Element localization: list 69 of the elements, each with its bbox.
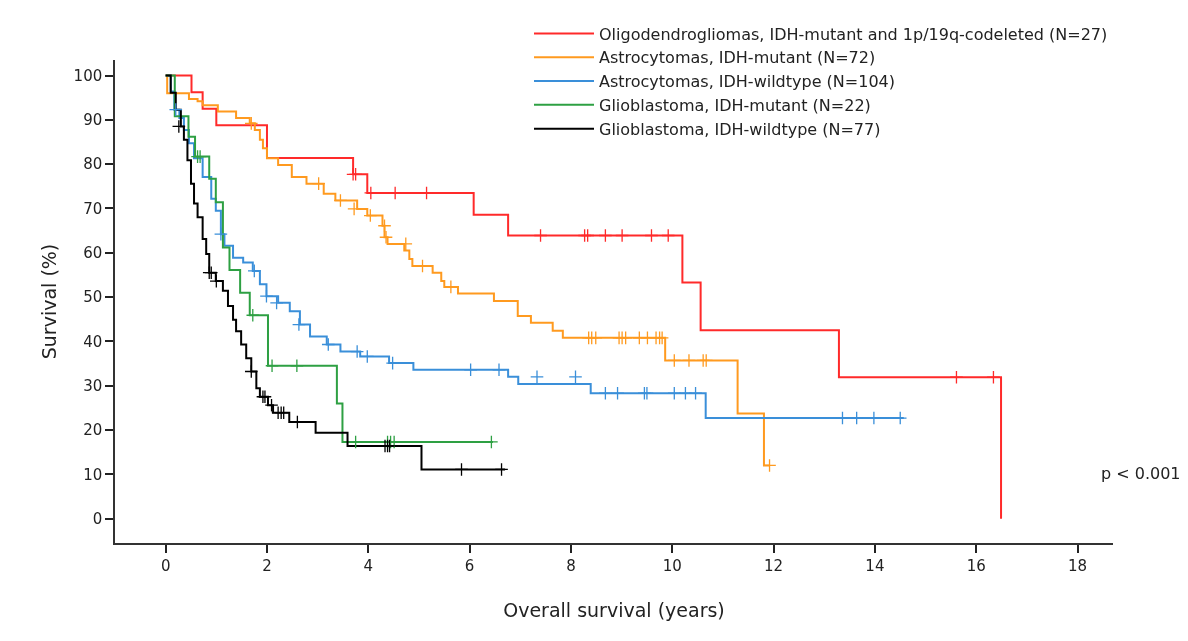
- annotation: p < 0.001: [1101, 464, 1181, 483]
- point: [289, 358, 304, 373]
- y-tick-label: 90: [83, 111, 103, 130]
- point: [259, 289, 274, 304]
- y-tick-label: 70: [83, 199, 103, 218]
- point: [615, 228, 630, 243]
- y-tick-label: 10: [83, 465, 103, 484]
- legend-label: Glioblastoma, IDH-mutant (N=22): [599, 96, 871, 116]
- y-tick-label: 0: [92, 509, 103, 528]
- point: [244, 116, 259, 131]
- y-tick-label: 100: [73, 66, 103, 85]
- point: [588, 330, 603, 345]
- point: [245, 308, 260, 323]
- y-tick-label: 60: [83, 244, 103, 263]
- point: [667, 386, 682, 401]
- point: [171, 119, 186, 134]
- x-tick-label: 8: [566, 556, 576, 575]
- point: [213, 227, 228, 242]
- x-tick-label: 0: [160, 556, 171, 575]
- x-tick-label: 18: [1067, 556, 1088, 575]
- y-tick-label: 80: [83, 155, 103, 174]
- legend-label: Oligodendrogliomas, IDH-mutant and 1p/19q-codeleted (N=27): [599, 24, 1108, 44]
- point: [688, 386, 703, 401]
- point: [598, 386, 613, 401]
- point: [463, 362, 478, 377]
- point: [667, 353, 682, 368]
- point: [168, 102, 183, 117]
- point: [360, 349, 375, 364]
- point: [682, 353, 696, 368]
- point: [379, 230, 393, 245]
- point: [610, 386, 625, 401]
- y-tick-label: 40: [83, 332, 103, 351]
- point: [949, 370, 964, 385]
- x-tick-label: 10: [662, 556, 682, 575]
- point: [568, 369, 583, 384]
- point: [494, 462, 509, 477]
- point: [265, 358, 279, 373]
- point: [492, 362, 506, 377]
- y-tick-label: 30: [83, 376, 103, 395]
- point: [533, 228, 548, 243]
- point: [661, 228, 676, 243]
- point: [269, 295, 284, 310]
- x-tick-label: 2: [262, 556, 272, 575]
- legend-label: Glioblastoma, IDH-wildtype (N=77): [599, 119, 881, 139]
- x-tick-label: 16: [966, 556, 986, 575]
- x-tick-label: 4: [363, 556, 374, 575]
- point: [333, 193, 348, 208]
- legend-label: Astrocytomas, IDH-wildtype (N=104): [599, 72, 895, 92]
- legend-label: Astrocytomas, IDH-mutant (N=72): [599, 48, 876, 68]
- y-tick-label: 50: [83, 288, 103, 307]
- x-axis-title: Overall survival (years): [503, 599, 725, 622]
- x-tick-label: 6: [464, 556, 475, 575]
- point: [363, 208, 378, 223]
- y-axis-title: Survival (%): [37, 243, 60, 360]
- point: [644, 228, 659, 243]
- point: [598, 228, 613, 243]
- x-tick-label: 12: [764, 556, 784, 575]
- point: [377, 218, 392, 233]
- y-tick-label: 20: [83, 421, 103, 440]
- point: [986, 370, 1001, 385]
- x-tick-label: 14: [865, 556, 885, 575]
- point: [244, 364, 259, 379]
- point: [530, 369, 544, 384]
- point: [247, 263, 262, 278]
- point: [321, 337, 336, 352]
- point: [311, 176, 326, 191]
- point: [350, 344, 365, 359]
- point: [454, 462, 469, 477]
- point: [291, 317, 306, 332]
